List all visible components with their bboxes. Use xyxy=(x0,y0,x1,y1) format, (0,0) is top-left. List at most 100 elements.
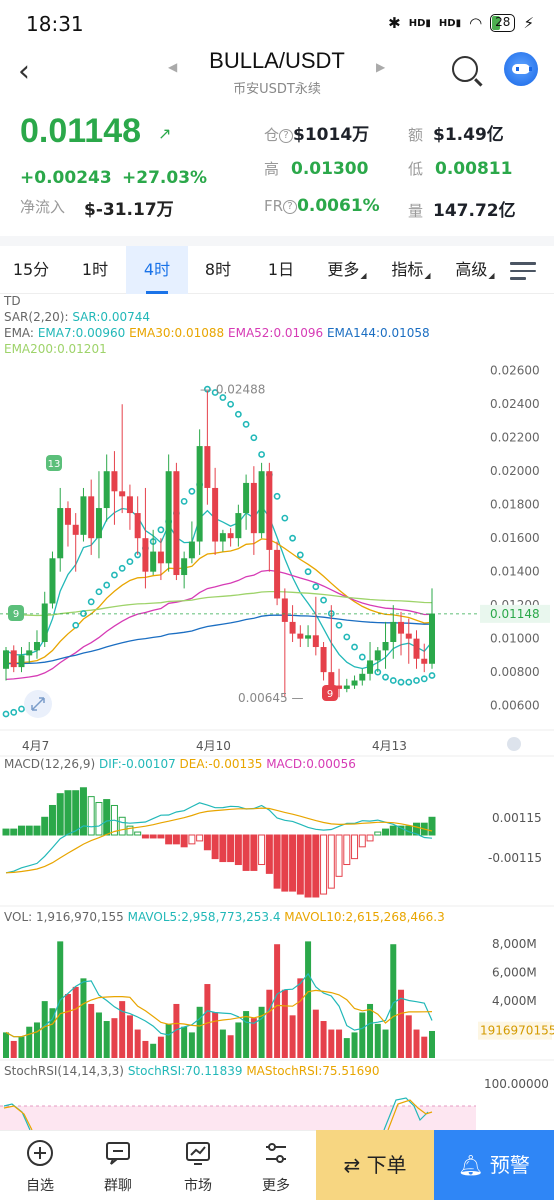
header: ‹ ◀ BULLA/USDT 币安USDT永续 ▶ xyxy=(0,46,554,100)
tab-1[interactable]: 1时 xyxy=(81,260,109,279)
status-icons: ✱ HD▮ HD▮ ◠ 28 ⚡ xyxy=(388,14,534,32)
bluetooth-icon: ✱ xyxy=(388,14,401,32)
volume-bar xyxy=(367,1003,374,1058)
time-axis-label: 4月13 xyxy=(372,739,407,753)
stoch-overbought-zone xyxy=(0,1106,476,1130)
tab-7[interactable]: 高级◢ xyxy=(455,260,495,280)
volume-bar xyxy=(289,1015,296,1058)
volume-bar xyxy=(95,1012,102,1058)
td-marker-9-green-bg xyxy=(8,605,24,621)
volume-bar xyxy=(382,1029,389,1058)
macd-bar xyxy=(165,834,173,845)
more-settings-icon xyxy=(266,1143,286,1163)
macd-bar xyxy=(265,834,273,874)
candle-body xyxy=(336,685,343,689)
macd-dif-line xyxy=(5,802,433,874)
add-favorite-icon xyxy=(27,1140,53,1166)
candle-body xyxy=(173,471,180,576)
volume-bar xyxy=(351,1032,358,1058)
candle-body xyxy=(374,650,381,661)
info-icon[interactable]: ? xyxy=(279,129,294,143)
expand-arrow xyxy=(31,697,45,711)
ema7-line xyxy=(5,505,433,670)
order-button[interactable]: ⇄ 下单 xyxy=(316,1130,434,1200)
volume-bar xyxy=(33,1022,40,1058)
candle-body xyxy=(26,650,33,656)
reset-view-icon xyxy=(507,737,521,751)
macd-bar xyxy=(358,834,366,848)
volume-bar xyxy=(80,978,87,1058)
tab-0[interactable]: 15分 xyxy=(12,260,50,279)
search-icon[interactable] xyxy=(452,56,478,82)
tab-5[interactable]: 更多◢ xyxy=(327,260,367,280)
volume-bar xyxy=(173,1003,180,1058)
volume-bar xyxy=(64,994,71,1058)
change-percent: +27.03% xyxy=(122,168,208,188)
volume-bar xyxy=(320,1021,327,1058)
next-pair-icon[interactable]: ▶ xyxy=(376,60,386,74)
battery-icon: 28 xyxy=(490,14,516,32)
volume-bar xyxy=(212,1012,219,1058)
volume-bar xyxy=(398,989,405,1058)
candle-body xyxy=(111,471,118,492)
volume-bar xyxy=(250,1018,257,1058)
candle-body xyxy=(134,513,141,539)
sar-dot xyxy=(273,492,281,500)
macd-bar xyxy=(389,825,397,836)
kline-chart[interactable]: 0.02600 0.02400 0.02200 0.02000 0.01800 0.016… xyxy=(0,294,554,1130)
volume-bar xyxy=(328,1029,335,1058)
alert-button[interactable]: 🔔︎ 预警 xyxy=(434,1130,554,1200)
td-marker-13-bg xyxy=(46,455,62,471)
prev-pair-icon[interactable]: ◀ xyxy=(168,60,178,74)
back-icon[interactable]: ‹ xyxy=(18,54,30,89)
nav-more[interactable]: 更多 xyxy=(236,1131,316,1200)
price-axis-tick: 0.00800 xyxy=(490,665,540,679)
info-icon[interactable]: ? xyxy=(283,200,298,214)
sar-dot xyxy=(405,678,413,686)
sar-dot xyxy=(234,410,242,418)
price-axis-tick: 0.01000 xyxy=(490,632,540,646)
pair-title[interactable]: BULLA/USDT xyxy=(209,48,345,73)
macd-bar xyxy=(10,828,18,836)
timeframe-tabs: 15分 1时 4时 8时 1日 更多◢ 指标◢ 高级◢ xyxy=(0,246,554,294)
candle-body xyxy=(274,549,281,599)
volume-bar xyxy=(390,944,397,1058)
sar-dot xyxy=(157,526,165,534)
open-interest: 仓? $1014万 xyxy=(264,125,370,145)
macd-bar xyxy=(250,834,258,871)
sar-dot xyxy=(296,551,304,559)
tab-3[interactable]: 8时 xyxy=(204,260,232,279)
chart-settings-icon[interactable] xyxy=(510,262,536,282)
nav-market[interactable]: 市场 xyxy=(158,1131,238,1200)
ai-assistant-icon[interactable] xyxy=(504,52,538,86)
volume-bar xyxy=(188,1032,195,1058)
sar-dot xyxy=(219,394,227,401)
tab-4[interactable]: 1日 xyxy=(267,260,295,279)
candle-body xyxy=(227,533,234,539)
macd-bar xyxy=(428,816,436,836)
nav-watchlist[interactable]: 自选 xyxy=(0,1131,80,1200)
macd-bar xyxy=(172,834,180,845)
macd-bar xyxy=(203,834,211,851)
sar-dot xyxy=(103,581,111,589)
volume-bar xyxy=(204,984,211,1058)
swap-icon: ⇄ xyxy=(343,1153,361,1177)
volume-bar xyxy=(374,1023,381,1058)
candle-body xyxy=(165,471,172,564)
macd-bar xyxy=(196,834,204,842)
nav-group-chat[interactable]: 群聊 xyxy=(78,1131,158,1200)
candle-body xyxy=(413,638,420,659)
volume-bar xyxy=(336,1029,343,1058)
price-axis-tick: 0.01600 xyxy=(490,531,540,545)
volume-bar xyxy=(219,1029,226,1058)
candle-body xyxy=(64,508,71,525)
macd-bar xyxy=(273,834,281,889)
volume-bar xyxy=(103,1021,110,1058)
macd-bar xyxy=(289,834,297,892)
macd-bar xyxy=(258,834,266,866)
signal-icon-2: HD▮ xyxy=(438,17,462,29)
stoch-ma-line-left xyxy=(3,1105,33,1130)
tab-2[interactable]: 4时 xyxy=(126,246,188,294)
td-label: TD xyxy=(4,294,21,308)
tab-6[interactable]: 指标◢ xyxy=(391,260,431,280)
